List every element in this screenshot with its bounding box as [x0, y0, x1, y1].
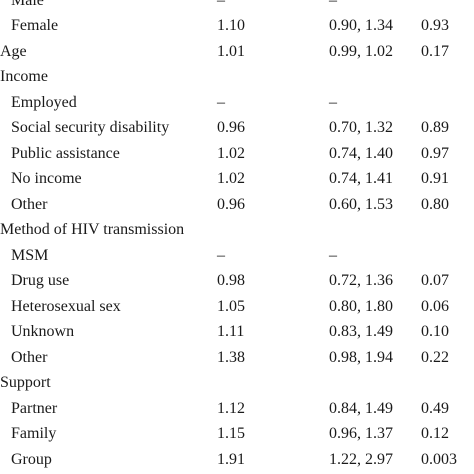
confidence-interval-cell: 0.72, 1.36 — [329, 272, 393, 289]
odds-ratio-cell: 0.96 — [217, 119, 245, 136]
p-value-cell: 0.22 — [421, 348, 449, 366]
p-value-cell: 0.49 — [421, 399, 449, 417]
table-row: Age 1.01 0.99, 1.02 0.17 — [0, 39, 474, 65]
row-label: Group — [11, 450, 52, 468]
confidence-interval-cell: 0.96, 1.37 — [329, 425, 393, 442]
table-row: Income — [0, 64, 474, 90]
odds-ratio-cell: – — [217, 0, 225, 9]
table-row: Support — [0, 370, 474, 396]
row-label: Public assistance — [11, 144, 120, 162]
row-label: Other — [11, 195, 48, 213]
row-label: Support — [0, 374, 51, 391]
p-value-cell: 0.06 — [421, 297, 449, 315]
p-value-cell: 0.07 — [421, 272, 449, 289]
p-value-cell: 0.97 — [421, 144, 449, 162]
table-row: Family 1.15 0.96, 1.37 0.12 — [0, 421, 474, 447]
table-row: Heterosexual sex 1.05 0.80, 1.80 0.06 — [0, 294, 474, 320]
confidence-interval-cell: – — [329, 0, 337, 9]
odds-ratio-cell: 0.98 — [217, 272, 245, 289]
table-row: Drug use 0.98 0.72, 1.36 0.07 — [0, 268, 474, 294]
row-label: Heterosexual sex — [11, 297, 121, 315]
row-label: Employed — [11, 93, 77, 111]
confidence-interval-cell: 0.74, 1.41 — [329, 170, 393, 187]
odds-ratio-cell: 1.91 — [217, 450, 245, 468]
row-label: Family — [11, 425, 57, 442]
odds-ratio-cell: 1.10 — [217, 17, 245, 34]
table-row: Other 1.38 0.98, 1.94 0.22 — [0, 345, 474, 371]
confidence-interval-cell: 0.98, 1.94 — [329, 348, 393, 366]
odds-ratio-cell: – — [217, 93, 225, 111]
odds-ratio-cell: 1.02 — [217, 170, 245, 187]
confidence-interval-cell: 0.80, 1.80 — [329, 297, 393, 315]
table-row: Employed – – — [0, 90, 474, 116]
odds-ratio-cell: 1.15 — [217, 425, 245, 442]
row-label: Drug use — [11, 272, 70, 289]
table-row: Male – – — [0, 0, 474, 13]
odds-ratio-cell: 1.38 — [217, 348, 245, 366]
table-row: Unknown 1.11 0.83, 1.49 0.10 — [0, 319, 474, 345]
row-label: Income — [0, 68, 48, 85]
table-row: Partner 1.12 0.84, 1.49 0.49 — [0, 396, 474, 422]
row-label: No income — [11, 170, 82, 187]
confidence-interval-cell: – — [329, 93, 337, 111]
confidence-interval-cell: 0.60, 1.53 — [329, 195, 393, 213]
odds-ratio-cell: 1.05 — [217, 297, 245, 315]
p-value-cell: 0.80 — [421, 195, 449, 213]
table-row: Social security disability 0.96 0.70, 1.32… — [0, 115, 474, 141]
confidence-interval-cell: 0.83, 1.49 — [329, 323, 393, 340]
table-row: Public assistance 1.02 0.74, 1.40 0.97 — [0, 141, 474, 167]
odds-ratio-cell: 1.02 — [217, 144, 245, 162]
row-label: Female — [11, 17, 59, 34]
odds-ratio-cell: 1.01 — [217, 42, 245, 60]
row-label: Social security disability — [11, 119, 170, 136]
table-row: Group 1.91 1.22, 2.97 0.003 — [0, 447, 474, 473]
p-value-cell: 0.12 — [421, 425, 449, 442]
row-label: Male — [11, 0, 44, 9]
confidence-interval-cell: 1.22, 2.97 — [329, 450, 393, 468]
row-label: Partner — [11, 399, 58, 417]
row-label: Age — [0, 42, 27, 60]
odds-ratio-cell: – — [217, 246, 225, 264]
confidence-interval-cell: 0.74, 1.40 — [329, 144, 393, 162]
odds-ratio-cell: 1.12 — [217, 399, 245, 417]
row-label: Method of HIV transmission — [0, 221, 185, 238]
confidence-interval-cell: 0.99, 1.02 — [329, 42, 393, 60]
confidence-interval-cell: 0.90, 1.34 — [329, 17, 393, 34]
table-row: MSM – – — [0, 243, 474, 269]
table-row: No income 1.02 0.74, 1.41 0.91 — [0, 166, 474, 192]
odds-ratio-cell: 1.11 — [217, 323, 245, 340]
confidence-interval-cell: 0.70, 1.32 — [329, 119, 393, 136]
confidence-interval-cell: 0.84, 1.49 — [329, 399, 393, 417]
table-row: Method of HIV transmission — [0, 217, 474, 243]
row-label: Unknown — [11, 323, 75, 340]
table-row: Other 0.96 0.60, 1.53 0.80 — [0, 192, 474, 218]
odds-ratio-cell: 0.96 — [217, 195, 245, 213]
confidence-interval-cell: – — [329, 246, 337, 264]
p-value-cell: 0.89 — [421, 119, 449, 136]
p-value-cell: 0.17 — [421, 42, 449, 60]
p-value-cell: 0.003 — [421, 450, 457, 468]
p-value-cell: 0.91 — [421, 170, 449, 187]
row-label: MSM — [11, 246, 49, 264]
p-value-cell: 0.10 — [421, 323, 449, 340]
table-row: Female 1.10 0.90, 1.34 0.93 — [0, 13, 474, 39]
row-label: Other — [11, 348, 48, 366]
p-value-cell: 0.93 — [421, 17, 449, 34]
